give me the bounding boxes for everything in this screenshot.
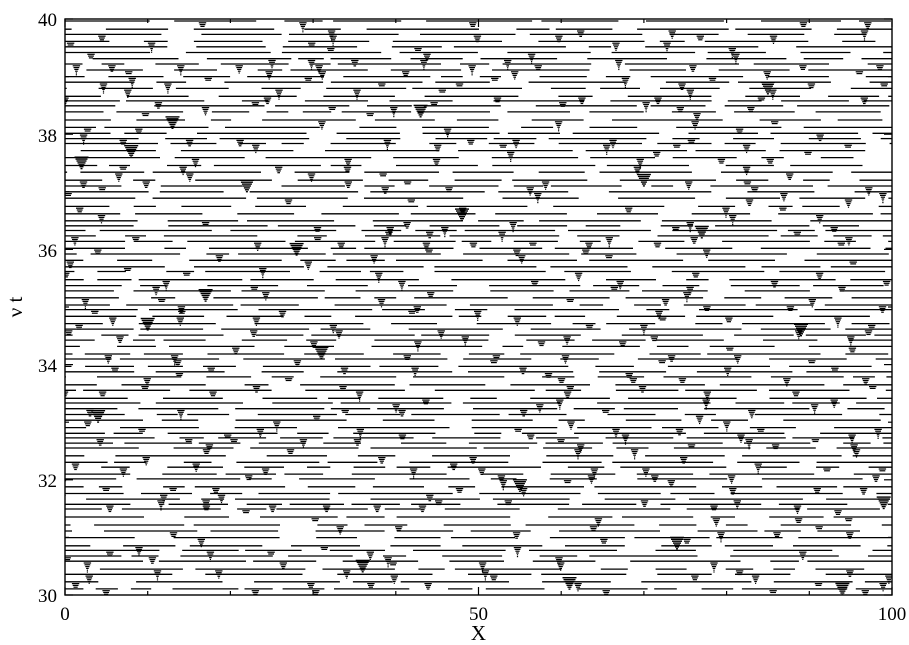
- y-tick-label-40: 40: [38, 10, 57, 31]
- y-tick-labels: 30 32 34 36 38 40: [38, 10, 58, 607]
- plot-marks: [65, 20, 892, 595]
- x-tick-label-50: 50: [469, 604, 488, 625]
- y-tick-label-30: 30: [38, 586, 57, 607]
- y-axis-label: ν t: [3, 297, 27, 318]
- y-tick-label-32: 32: [38, 471, 57, 492]
- x-tick-labels: 0 50 100: [60, 604, 906, 625]
- x-axis-label: X: [471, 621, 486, 645]
- y-tick-label-38: 38: [38, 126, 57, 147]
- y-tick-label-34: 34: [38, 356, 58, 377]
- x-tick-label-100: 100: [878, 604, 907, 625]
- plot-frame: [64, 18, 893, 596]
- y-tick-label-36: 36: [38, 241, 57, 262]
- x-tick-label-0: 0: [60, 604, 70, 625]
